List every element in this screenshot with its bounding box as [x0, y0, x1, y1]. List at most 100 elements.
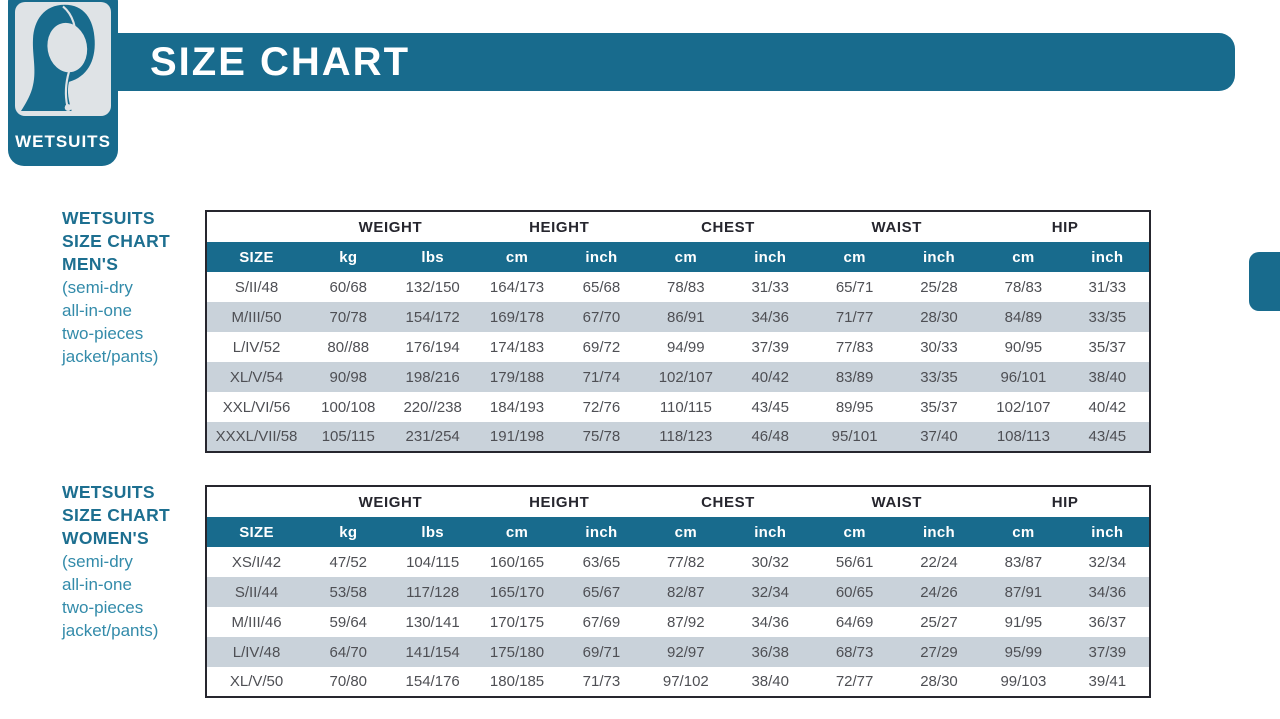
edge-tab[interactable] [1249, 252, 1280, 311]
table-cell: 28/30 [896, 302, 982, 332]
womens-section-label: WETSUITS SIZE CHART WOMEN'S (semi-dry al… [62, 481, 202, 642]
section-label-line: SIZE CHART [62, 505, 170, 525]
group-header-cell: HEIGHT [474, 486, 644, 517]
table-cell: 68/73 [812, 637, 897, 667]
table-cell: 83/87 [1004, 553, 1043, 571]
column-header-cell: inch [1065, 242, 1150, 272]
table-cell: 34/36 [728, 302, 813, 332]
section-label-line: MEN'S [62, 254, 119, 274]
womens-size-table: WEIGHT HEIGHT CHEST WAIST HIP SIZE kg lbs cm inch… [205, 485, 1151, 698]
table-cell: 30/32 [751, 553, 789, 571]
table-cell: 36/37 [1088, 613, 1127, 631]
table-cell: 46/48 [728, 422, 813, 452]
table-cell: 65/71 [835, 278, 874, 296]
size-cell: S/II/48 [234, 278, 279, 296]
table-cell: 77/83 [835, 338, 874, 356]
womens-size-table-wrap: WEIGHT HEIGHT CHEST WAIST HIP SIZE kg lbs cm inch… [205, 485, 1151, 698]
table-cell: 102/107 [643, 362, 729, 392]
table-cell: 97/102 [662, 673, 709, 690]
table-cell: 169/178 [474, 302, 560, 332]
size-cell: XXXL/VII/58 [206, 422, 307, 452]
section-sub-line: two-pieces [62, 598, 144, 617]
group-header-cell: WEIGHT [306, 211, 475, 242]
table-cell: 72/76 [582, 398, 621, 416]
mens-size-table-wrap: WEIGHT HEIGHT CHEST WAIST HIP SIZE kg lbs cm inch… [205, 210, 1151, 453]
section-label-line: WETSUITS [62, 482, 155, 502]
table-cell: 184/193 [489, 398, 545, 416]
group-header-cell: WEIGHT [306, 486, 475, 517]
column-header-cell: kg [306, 517, 391, 547]
page-title: SIZE CHART [150, 40, 410, 84]
table-cell: 72/77 [835, 673, 874, 690]
table-row: M/III/46 59/64 130/141 170/175 67/69 87/92 34/… [206, 607, 1150, 637]
table-cell: 56/61 [835, 553, 874, 571]
table-cell: 89/95 [835, 398, 874, 416]
table-row: XXXL/VII/58 105/115 231/254 191/198 75/78 118… [206, 422, 1150, 452]
table-cell: 87/92 [667, 613, 705, 631]
group-header-cell: CHEST [643, 486, 813, 517]
table-cell: 28/30 [920, 673, 958, 690]
table-row: XL/V/50 70/80 154/176 180/185 71/73 97/102 38/… [206, 667, 1150, 697]
table-cell: 37/39 [1065, 637, 1150, 667]
table-cell: 31/33 [751, 278, 789, 296]
table-cell: 130/141 [405, 613, 460, 631]
size-cell: XL/V/54 [206, 362, 307, 392]
table-cell: 165/170 [474, 577, 560, 607]
table-row: L/IV/48 64/70 141/154 175/180 69/71 92/97 36/3… [206, 637, 1150, 667]
table-cell: 191/198 [474, 422, 560, 452]
table-cell: 100/108 [321, 398, 376, 416]
wetsuits-badge: WETSUITS [8, 0, 118, 166]
column-header-cell: inch [559, 517, 644, 547]
section-sub-line: two-pieces [62, 324, 144, 343]
column-header-cell: cm [812, 242, 897, 272]
table-cell: 105/115 [306, 422, 391, 452]
table-cell: 170/175 [489, 613, 545, 631]
table-cell: 99/103 [1000, 673, 1047, 690]
section-sub-line: all-in-one [62, 575, 132, 594]
column-header-cell: cm [643, 517, 729, 547]
table-cell: 71/77 [812, 302, 897, 332]
table-cell: 31/33 [1088, 278, 1127, 296]
group-header-cell [206, 486, 307, 517]
table-cell: 39/41 [1088, 673, 1127, 690]
column-header-cell: cm [812, 517, 897, 547]
table-cell: 65/68 [582, 278, 621, 296]
table-cell: 38/40 [751, 673, 789, 690]
table-cell: 198/216 [390, 362, 475, 392]
table-cell: 174/183 [489, 338, 545, 356]
table-cell: 80//88 [327, 338, 370, 356]
table-cell: 35/37 [1088, 338, 1127, 356]
size-cell: L/IV/52 [232, 338, 281, 356]
column-header-cell: cm [981, 242, 1066, 272]
section-sub-line: jacket/pants) [62, 621, 159, 640]
table-cell: 154/172 [390, 302, 475, 332]
column-header-cell: SIZE [206, 242, 307, 272]
table-cell: 53/58 [306, 577, 391, 607]
table-cell: 25/28 [920, 278, 958, 296]
table-cell: 110/115 [659, 398, 712, 416]
table-cell: 231/254 [390, 422, 475, 452]
column-header-cell: lbs [390, 242, 475, 272]
table-cell: 83/89 [812, 362, 897, 392]
column-header-cell: cm [643, 242, 729, 272]
table-cell: 180/185 [489, 673, 545, 690]
table-cell: 118/123 [643, 422, 729, 452]
table-row: XXL/VI/56 100/108 220//238 184/193 72/76 110/… [206, 392, 1150, 422]
table-row: L/IV/52 80//88 176/194 174/183 69/72 94/99 37/… [206, 332, 1150, 362]
column-header-cell: inch [728, 242, 813, 272]
table-cell: 91/95 [1004, 613, 1043, 631]
column-header-cell: cm [474, 242, 560, 272]
table-cell: 37/39 [751, 338, 789, 356]
size-cell: XL/V/50 [229, 673, 284, 690]
table-row: XS/I/42 47/52 104/115 160/165 63/65 77/82 30/3… [206, 547, 1150, 577]
section-sub-line: all-in-one [62, 301, 132, 320]
table-cell: 37/40 [896, 422, 982, 452]
section-sub-line: jacket/pants) [62, 347, 159, 366]
column-header-cell: inch [1065, 517, 1150, 547]
table-cell: 32/34 [1088, 553, 1127, 571]
table-cell: 69/72 [582, 338, 621, 356]
table-cell: 164/173 [489, 278, 545, 296]
size-cell: XXL/VI/56 [222, 398, 291, 416]
section-sub-line: (semi-dry [62, 552, 133, 571]
column-header-cell: lbs [390, 517, 475, 547]
